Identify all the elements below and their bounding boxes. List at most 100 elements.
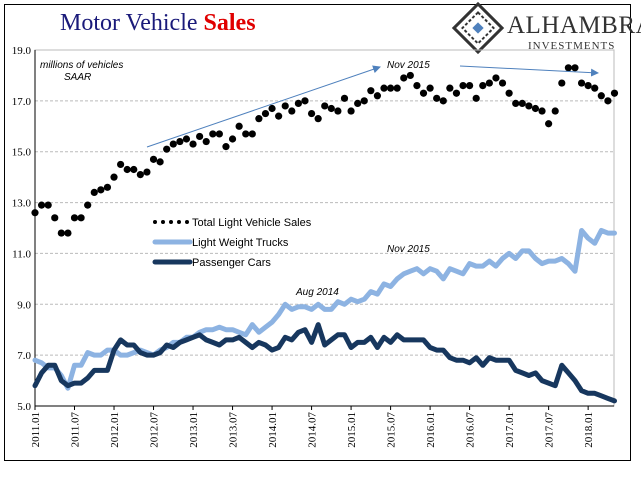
total-sales-point — [136, 171, 144, 179]
legend-cars-label: Passenger Cars — [192, 257, 271, 269]
total-sales-point — [492, 74, 500, 82]
x-tick-label: 2012.07 — [149, 412, 161, 448]
y-tick-label: 15.0 — [12, 147, 32, 159]
title-main: Motor Vehicle — [60, 10, 198, 36]
total-sales-point — [597, 92, 605, 100]
total-sales-point — [604, 97, 612, 105]
total-sales-point — [281, 102, 289, 110]
annotation-total-peak: Nov 2015 — [387, 60, 430, 71]
logo-subtitle: INVESTMENTS — [528, 40, 616, 52]
total-sales-point — [393, 84, 401, 92]
annotation-cars: Aug 2014 — [295, 287, 339, 298]
total-sales-point — [84, 201, 92, 209]
x-tick-label: 2017.01 — [504, 412, 516, 448]
total-sales-point — [307, 109, 316, 118]
total-sales-point — [77, 214, 85, 222]
total-sales-point — [400, 74, 408, 82]
x-tick-label: 2016.07 — [465, 412, 477, 448]
trend-arrow-flat — [459, 65, 599, 77]
chart-title: Motor Vehicle Sales — [60, 10, 256, 37]
total-sales-point — [248, 130, 256, 138]
total-sales-point — [163, 145, 171, 153]
total-sales-point — [202, 137, 210, 146]
total-sales-point — [301, 97, 309, 105]
total-sales-point — [439, 97, 447, 105]
total-sales-point — [215, 130, 223, 138]
total-sales-point — [584, 82, 592, 90]
logo-icon — [451, 1, 505, 55]
total-sales-point — [149, 155, 158, 163]
total-sales-point — [37, 201, 46, 209]
total-sales-point — [525, 102, 533, 110]
total-sales-point — [577, 79, 586, 87]
total-sales-point — [538, 107, 546, 115]
legend: Total Light Vehicle Sales Light Weight T… — [152, 217, 312, 269]
total-sales-point — [169, 140, 177, 148]
total-sales-point — [261, 109, 270, 118]
total-sales-point — [360, 97, 368, 105]
total-sales-point — [242, 130, 250, 138]
total-sales-point — [228, 135, 237, 143]
x-tick-label: 2013.01 — [188, 412, 200, 448]
total-sales-point — [268, 104, 276, 113]
x-tick-label: 2014.01 — [267, 412, 279, 448]
annotation-trucks: Nov 2015 — [387, 244, 430, 255]
x-tick-label: 2017.07 — [544, 412, 556, 448]
total-sales-point — [367, 87, 375, 95]
total-sales-point — [327, 104, 335, 113]
logo-name: ALHAMBRA — [507, 12, 641, 39]
total-sales-point — [485, 79, 493, 87]
x-tick-label: 2018.01 — [583, 412, 595, 448]
series-line-passenger-cars — [32, 322, 617, 404]
total-sales-point — [340, 94, 349, 102]
total-sales-point — [419, 89, 428, 97]
total-sales-point — [498, 79, 507, 87]
total-sales-point — [31, 209, 39, 217]
total-sales-point — [182, 135, 191, 143]
total-sales-point — [51, 214, 59, 222]
total-sales-point — [571, 64, 579, 72]
total-sales-point — [321, 102, 329, 110]
total-sales-point — [558, 79, 566, 87]
total-sales-point — [64, 229, 72, 237]
total-sales-point — [545, 120, 553, 128]
total-sales-point — [518, 99, 526, 107]
total-sales-point — [386, 84, 395, 92]
y-tick-label: 11.0 — [12, 248, 31, 260]
y-tick-label: 17.0 — [12, 96, 32, 108]
total-sales-point — [189, 140, 197, 148]
x-tick-label: 2013.07 — [228, 412, 240, 448]
total-sales-point — [156, 158, 164, 166]
total-sales-point — [90, 188, 98, 196]
y-tick-label: 7.0 — [17, 350, 31, 362]
total-sales-point — [143, 168, 151, 176]
title-highlight: Sales — [203, 10, 256, 36]
y-tick-label: 9.0 — [17, 299, 31, 311]
total-sales-point — [373, 92, 382, 100]
total-sales-point — [110, 173, 118, 181]
total-sales-point — [235, 122, 243, 130]
total-sales-point — [512, 99, 520, 107]
total-sales-point — [479, 82, 487, 90]
x-tick-label: 2015.07 — [386, 412, 398, 448]
total-sales-point — [531, 104, 540, 113]
total-sales-point — [97, 186, 105, 194]
chart-frame — [4, 4, 631, 461]
legend-total-marker — [153, 220, 189, 224]
x-tick-label: 2014.07 — [307, 412, 319, 448]
total-sales-point — [347, 107, 355, 115]
total-sales-point — [176, 137, 184, 146]
x-tick-label: 2015.01 — [346, 412, 358, 448]
total-sales-point — [551, 107, 559, 115]
total-sales-point — [103, 183, 112, 191]
total-sales-point — [117, 160, 125, 169]
total-sales-point — [130, 165, 138, 174]
x-tick-label: 2011.01 — [30, 412, 42, 447]
x-tick-label: 2012.01 — [109, 412, 121, 448]
total-sales-point — [275, 112, 283, 120]
total-sales-point — [426, 84, 434, 92]
series-line-light-weight-trucks — [32, 228, 617, 391]
total-sales-point — [294, 99, 302, 107]
total-sales-point — [452, 89, 461, 97]
